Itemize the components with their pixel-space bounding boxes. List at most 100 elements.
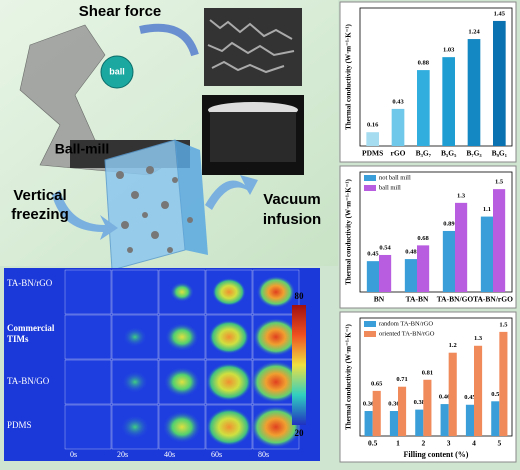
value-label: 1.3 [457, 192, 466, 199]
hot-spot [212, 278, 246, 306]
thermal-cell [111, 269, 159, 315]
colorbar [292, 305, 306, 425]
legend-swatch [364, 321, 376, 327]
bar [417, 70, 430, 146]
ball-icon [100, 55, 134, 89]
foam-side [175, 140, 208, 255]
value-label: 0.36 [363, 400, 375, 407]
value-label: 0.54 [379, 244, 391, 251]
hot-spot [123, 327, 147, 347]
x-tick-label: TA-BN [406, 295, 429, 304]
bar [415, 409, 424, 436]
value-label: 0.16 [367, 122, 379, 129]
x-tick-label: 3 [447, 439, 451, 448]
x-tick-label: B₉G₁ [492, 149, 507, 158]
value-label: 1.24 [468, 29, 480, 36]
plot-frame [359, 7, 513, 147]
x-tick-label: TA-BN/GO [437, 295, 474, 304]
schematic-label: ball [109, 66, 125, 76]
value-label: 0.65 [371, 380, 383, 387]
thermal-cell [64, 359, 112, 405]
x-tick-label: rGO [391, 149, 406, 158]
chamber [210, 112, 296, 162]
bar [389, 411, 398, 436]
bar [455, 202, 468, 292]
bar [398, 386, 407, 436]
legend-label: oriented TA-BN/rGO [379, 330, 435, 337]
schematic-label: Vertical [13, 187, 66, 204]
hot-spot [250, 406, 302, 448]
legend-label: random TA-BN/rGO [379, 320, 433, 327]
sample-label: TIMs [7, 334, 29, 344]
bar [465, 404, 474, 436]
schematic-label: infusion [263, 211, 321, 228]
sample-label: TA-BN/GO [7, 376, 50, 386]
sample-label: Commercial [7, 323, 55, 333]
x-axis-label: Filling content (%) [404, 450, 469, 459]
legend-swatch [364, 175, 376, 181]
hot-spot [165, 323, 199, 351]
x-tick-label: B₃G₇ [416, 149, 432, 158]
bar [493, 189, 506, 292]
x-tick-label: 1 [396, 439, 400, 448]
bar [480, 216, 493, 292]
value-label: 1.03 [443, 47, 455, 54]
value-label: 0.36 [388, 400, 400, 407]
schematic-label: Vacuum [263, 191, 321, 208]
particles [116, 166, 193, 253]
x-tick-label: 4 [472, 439, 476, 448]
value-label: 0.5 [491, 391, 500, 398]
hot-spot [162, 411, 202, 443]
bar [423, 379, 432, 436]
x-tick-label: PDMS [362, 149, 383, 158]
value-label: 1.5 [499, 321, 508, 328]
time-label: 20s [117, 450, 128, 459]
x-tick-label: 2 [421, 439, 425, 448]
value-label: 0.43 [392, 98, 404, 105]
sample-label: PDMS [7, 420, 32, 430]
bar [499, 331, 508, 436]
bar [467, 39, 481, 146]
time-label: 0s [70, 450, 77, 459]
sample-label: TA-BN/rGO [7, 278, 53, 288]
hot-spot [206, 363, 252, 401]
value-label: 0.45 [464, 394, 476, 401]
legend-label: not ball mill [379, 174, 411, 181]
hot-spot [120, 415, 150, 439]
value-label: 0.45 [367, 251, 379, 258]
bar [417, 245, 430, 292]
hot-spot [206, 408, 252, 446]
bar [364, 411, 373, 436]
y-axis-label: Thermal conductivity (W·m⁻¹·K⁻¹) [345, 178, 353, 284]
time-label: 80s [258, 450, 269, 459]
legend-swatch [364, 185, 376, 191]
foam [104, 139, 186, 271]
value-label: 1.2 [449, 342, 457, 349]
time-label: 40s [164, 450, 175, 459]
bar [391, 108, 405, 146]
x-tick-label: BN [374, 295, 385, 304]
value-label: 0.81 [422, 369, 433, 376]
arrow [205, 175, 258, 210]
value-label: 1.5 [495, 179, 504, 186]
thermal-grid: 0s 20s 40s 60s 80s [64, 269, 302, 459]
hot-spot [164, 367, 200, 397]
sem-texture [207, 19, 295, 74]
bar [366, 132, 379, 146]
arrow [52, 190, 118, 240]
value-label: 0.88 [418, 60, 430, 67]
arrow [139, 23, 199, 57]
schematic-label: Shear force [79, 3, 162, 20]
legend-swatch [364, 331, 376, 337]
bar [493, 20, 506, 146]
value-label: 1.1 [483, 206, 491, 213]
time-label: 60s [211, 450, 222, 459]
x-tick-label: B₅G₅ [441, 149, 457, 158]
bar [442, 57, 455, 146]
y-axis-label: Thermal conductivity (W·m⁻¹·K⁻¹) [345, 23, 353, 129]
hot-spot [250, 361, 302, 403]
thermal-cell [64, 314, 112, 360]
y-axis-label: Thermal conductivity (W·m⁻¹·K⁻¹) [345, 323, 353, 429]
